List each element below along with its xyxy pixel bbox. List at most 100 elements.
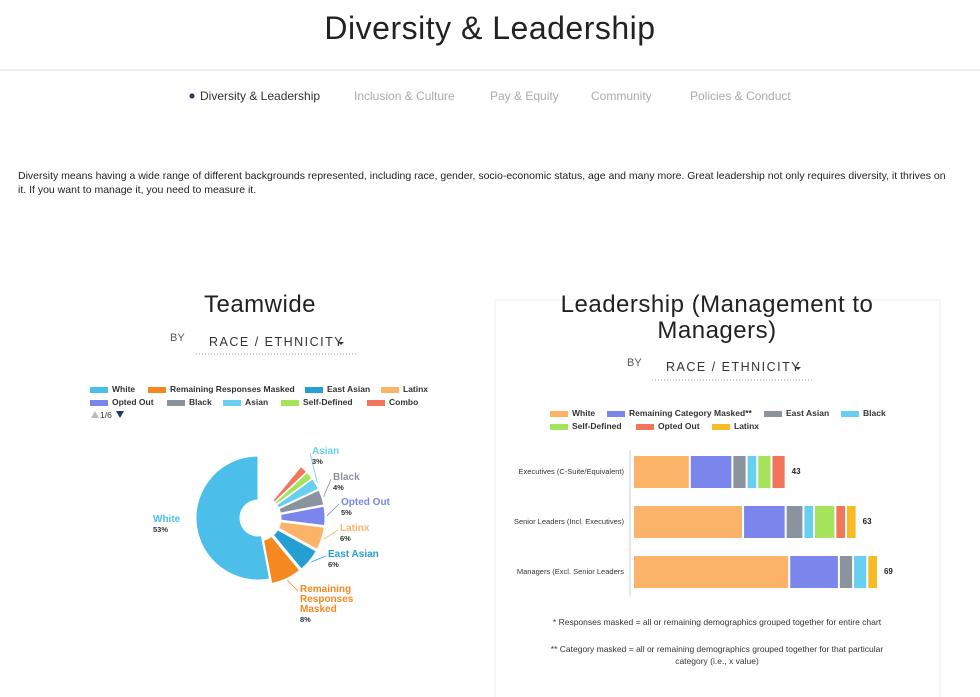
pie-slice: [195, 455, 271, 581]
legend-label: Self-Defined: [572, 421, 622, 431]
bar-segment: [772, 456, 785, 488]
by-label: BY: [170, 332, 185, 344]
dropdown-caret: [338, 342, 344, 345]
leader-line: [287, 580, 299, 592]
slice-value: 53%: [153, 525, 169, 534]
legend-label: Latinx: [403, 384, 429, 394]
slice-value: 3%: [312, 457, 323, 466]
legend-swatch: [223, 400, 241, 406]
slice-label: Black: [333, 472, 360, 483]
legend-swatch: [281, 400, 299, 406]
dropdown-caret: [795, 367, 801, 370]
slice-value: 8%: [300, 615, 311, 624]
slice-value: 6%: [340, 534, 351, 543]
legend-swatch: [167, 400, 185, 406]
slice-value: 6%: [328, 560, 339, 569]
y-tick-label: Managers (Excl. Senior Leaders: [516, 567, 624, 576]
dropdown[interactable]: RACE / ETHNICITY: [666, 360, 802, 374]
legend-swatch: [367, 400, 385, 406]
legend-prev: [91, 411, 99, 418]
legend-page: 1/6: [100, 410, 112, 420]
pie-slice: [277, 521, 325, 551]
card: [494, 299, 941, 697]
leader-line: [311, 555, 327, 563]
legend-next: [116, 411, 124, 418]
bar-segment: [790, 556, 838, 588]
footnote: ** Category masked = all or remaining de…: [550, 644, 884, 666]
legend-swatch: [764, 411, 782, 417]
bar-segment: [758, 456, 771, 488]
bar-segment: [634, 556, 789, 588]
bar-segment: [854, 556, 867, 588]
slice-label: White: [153, 514, 181, 525]
legend-label: Latinx: [734, 421, 760, 431]
bar-segment: [786, 506, 803, 538]
legend-label: Opted Out: [112, 397, 154, 407]
leader-line: [323, 529, 339, 540]
legend-label: Remaining Category Masked**: [629, 408, 752, 418]
legend-swatch: [636, 424, 654, 430]
y-tick-label: Senior Leaders (Incl. Executives): [513, 517, 624, 526]
legend-label: Opted Out: [658, 421, 700, 431]
pie-slice: [276, 478, 320, 509]
bar-segment: [868, 556, 877, 588]
nav-item[interactable]: Community: [591, 89, 652, 103]
legend-swatch: [712, 424, 730, 430]
legend-swatch: [381, 387, 399, 393]
legend-label: White: [112, 384, 136, 394]
bar-segment: [839, 556, 853, 588]
pie-slice: [280, 505, 326, 527]
chart-title: Leadership (Management to Managers): [560, 291, 874, 344]
bar-segment: [815, 506, 835, 538]
leader-line: [326, 503, 340, 517]
legend-label: Self-Defined: [303, 397, 353, 407]
legend-swatch: [550, 411, 568, 417]
chart-title: Teamwide: [203, 291, 317, 318]
pie-slice: [272, 465, 308, 503]
bar-total: 63: [862, 517, 872, 526]
slice-value: 5%: [341, 508, 352, 517]
leader-line: [309, 452, 318, 483]
slice-label: Latinx: [340, 523, 370, 534]
legend-swatch: [90, 387, 108, 393]
legend-swatch: [607, 411, 625, 417]
bar-segment: [634, 506, 743, 538]
legend-label: Black: [189, 397, 212, 407]
slice-label: East Asian: [328, 549, 379, 560]
nav-item[interactable]: Pay & Equity: [490, 89, 559, 103]
by-label: BY: [627, 357, 642, 369]
legend-label: East Asian: [327, 384, 371, 394]
bar-segment: [690, 456, 732, 488]
nav-item[interactable]: Inclusion & Culture: [354, 89, 455, 103]
legend-swatch: [148, 387, 166, 393]
slice-value: 4%: [333, 483, 344, 492]
pie-slice: [262, 535, 301, 585]
dropdown[interactable]: RACE / ETHNICITY: [209, 335, 345, 349]
y-tick-label: Executives (C-Suite/Equivalent): [518, 467, 624, 476]
slice-label: Opted Out: [341, 497, 390, 508]
page-title: Diversity & Leadership: [324, 10, 656, 46]
pie-slice: [272, 529, 317, 570]
nav-item[interactable]: Diversity & Leadership: [200, 89, 321, 103]
footnote: * Responses masked = all or remaining de…: [552, 617, 882, 627]
bar-segment: [744, 506, 785, 538]
legend-swatch: [841, 411, 859, 417]
leader-line: [323, 478, 332, 497]
bar-segment: [634, 456, 689, 488]
legend-label: Remaining Responses Masked: [170, 384, 295, 394]
bar-segment: [747, 456, 757, 488]
legend-label: White: [572, 408, 596, 418]
legend-swatch: [90, 400, 108, 406]
bar-total: 69: [883, 567, 893, 576]
intro: Diversity means having a wide range of d…: [18, 170, 946, 196]
nav-item[interactable]: Policies & Conduct: [690, 89, 791, 103]
pie-slice: [274, 471, 313, 505]
bar-segment: [804, 506, 814, 538]
slice-label: Asian: [312, 446, 340, 457]
nav-bullet: [189, 93, 195, 99]
legend-label: Combo: [389, 397, 419, 407]
bar-segment: [847, 506, 856, 538]
slice-label: Remaining Responses Masked: [300, 584, 354, 615]
